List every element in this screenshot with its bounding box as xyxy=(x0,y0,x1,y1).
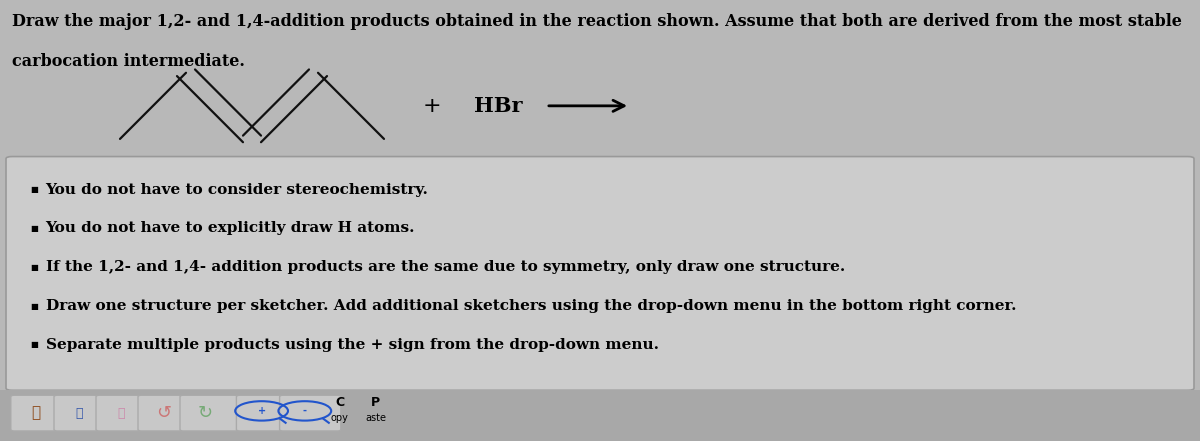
Text: ↺: ↺ xyxy=(156,404,170,422)
Text: ↻: ↻ xyxy=(198,404,212,422)
Text: ⬜: ⬜ xyxy=(118,407,125,419)
Text: -: - xyxy=(302,406,307,416)
Text: P: P xyxy=(371,396,380,408)
Text: +: + xyxy=(258,406,265,416)
Text: You do not have to consider stereochemistry.: You do not have to consider stereochemis… xyxy=(46,183,428,197)
Text: ■: ■ xyxy=(30,185,38,194)
Text: +: + xyxy=(422,96,442,116)
Text: C: C xyxy=(335,396,344,408)
Text: HBr: HBr xyxy=(474,96,522,116)
Text: You do not have to explicitly draw H atoms.: You do not have to explicitly draw H ato… xyxy=(46,221,415,235)
Text: If the 1,2- and 1,4- addition products are the same due to symmetry, only draw o: If the 1,2- and 1,4- addition products a… xyxy=(46,260,845,274)
Text: aste: aste xyxy=(365,412,386,422)
Text: ■: ■ xyxy=(30,224,38,233)
Text: Draw one structure per sketcher. Add additional sketchers using the drop-down me: Draw one structure per sketcher. Add add… xyxy=(46,299,1016,313)
Text: Draw the major 1,2- and 1,4-addition products obtained in the reaction shown. As: Draw the major 1,2- and 1,4-addition pro… xyxy=(12,13,1182,30)
Text: ■: ■ xyxy=(30,263,38,272)
Text: Separate multiple products using the + sign from the drop-down menu.: Separate multiple products using the + s… xyxy=(46,338,659,352)
Text: ✋: ✋ xyxy=(31,406,41,421)
Text: 🧪: 🧪 xyxy=(76,407,83,419)
Text: ■: ■ xyxy=(30,340,38,349)
Text: carbocation intermediate.: carbocation intermediate. xyxy=(12,53,245,70)
Text: ■: ■ xyxy=(30,302,38,310)
Text: opy: opy xyxy=(331,412,348,422)
